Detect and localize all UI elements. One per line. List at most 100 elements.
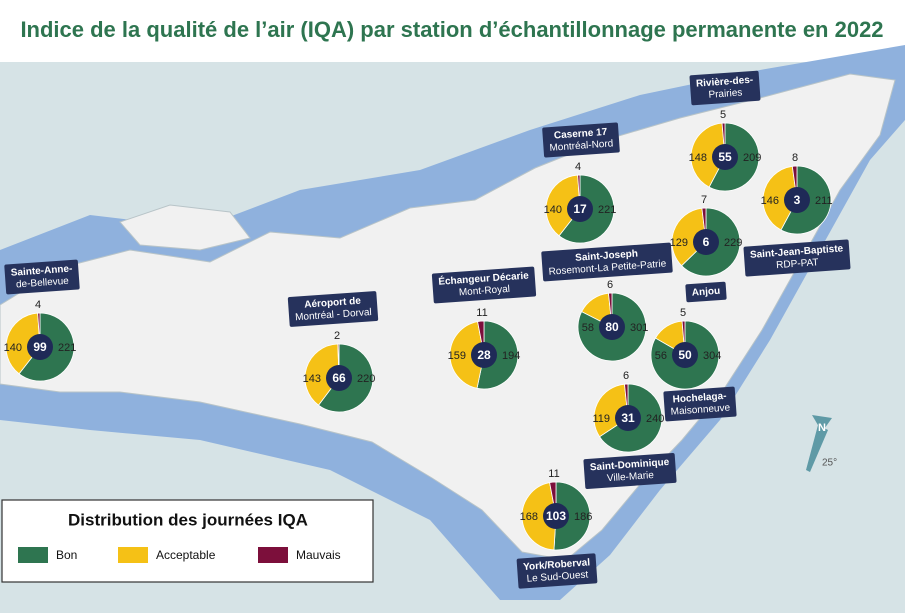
mauvais-label: 2 (334, 330, 340, 342)
mauvais-label: 6 (607, 279, 613, 291)
station: 50 304 56 5 Hochelaga-Maisonneuve (650, 307, 737, 422)
mauvais-label: 11 (476, 307, 487, 319)
bon-label: 301 (630, 322, 648, 334)
pie-slice (449, 321, 485, 389)
station: 55 209 148 5 Rivière-des-Prairies (689, 70, 761, 192)
compass-arrow (806, 425, 828, 472)
pie-center (693, 229, 719, 255)
station-label-line: Sainte-Anne- (10, 264, 72, 279)
mauvais-label: 5 (720, 109, 726, 121)
acceptable-label: 140 (544, 204, 562, 216)
pie-slice (304, 343, 340, 406)
station-label-line: Rivière-des- (696, 75, 754, 90)
station-id: 50 (678, 348, 692, 362)
station-label: Sainte-Anne-de-Bellevue (4, 259, 80, 295)
pie-slice (521, 482, 557, 551)
pie-slice (476, 320, 519, 390)
station-id: 17 (573, 202, 587, 216)
station-id: 3 (794, 193, 801, 207)
acceptable-label: 119 (592, 413, 610, 425)
mauvais-label: 11 (548, 468, 559, 480)
pie-center (712, 144, 738, 170)
acceptable-label: 146 (761, 195, 779, 207)
station-id: 55 (718, 150, 732, 164)
station-label-line: Le Sud-Ouest (526, 569, 589, 584)
pie-slice (545, 174, 581, 237)
legend-box (1, 499, 374, 583)
acceptable-label: 159 (448, 350, 466, 362)
station-label-box (541, 242, 673, 282)
acceptable-label: 140 (4, 342, 22, 354)
pie-slice (553, 481, 591, 551)
station-label-line: RDP-PAT (776, 257, 819, 271)
station-label-box (743, 239, 851, 277)
pie-slice (671, 207, 707, 267)
title: Indice de la qualité de l’air (IQA) par … (20, 17, 883, 42)
pie-slice (5, 312, 41, 375)
mauvais-label: 8 (792, 152, 798, 164)
bon-label: 186 (574, 511, 592, 523)
mauvais-label: 5 (680, 307, 686, 319)
station-label-line: Montréal - Dorval (295, 307, 372, 323)
station-label-line: York/Roberval (523, 557, 591, 573)
pie-slice (690, 122, 726, 188)
acceptable-label: 129 (670, 237, 688, 249)
station-id: 28 (477, 348, 491, 362)
station-label-box (4, 259, 80, 295)
pie-slice (762, 165, 798, 231)
legend-label: Bon (56, 548, 77, 562)
station-label-line: Mont-Royal (459, 284, 511, 299)
acceptable-label: 143 (303, 373, 321, 385)
station-label-line: Maisonneuve (670, 403, 731, 418)
station-label-line: Ville-Marie (607, 470, 655, 484)
station-label-box (685, 281, 727, 303)
acceptable-label: 148 (689, 152, 707, 164)
legend-title: Distribution des journées IQA (68, 510, 308, 529)
station-label: Anjou (685, 281, 727, 303)
station-label: Hochelaga-Maisonneuve (663, 386, 737, 422)
station-label-line: Montréal-Nord (549, 138, 614, 153)
mauvais-label: 7 (701, 194, 707, 206)
station: 99 221 140 4 Sainte-Anne-de-Bellevue (4, 259, 80, 382)
station: 6 229 129 7 Anjou (670, 194, 742, 303)
station-label-line: de-Bellevue (16, 276, 70, 291)
pie-center (672, 342, 698, 368)
pie-center (543, 503, 569, 529)
ile-bizard (119, 204, 251, 251)
station-label-line: Aéroport de (304, 296, 362, 311)
pie-center (471, 342, 497, 368)
bon-label: 220 (357, 373, 375, 385)
pie-center (27, 334, 53, 360)
bon-label: 229 (724, 237, 742, 249)
station-id: 99 (33, 340, 47, 354)
station-label-line: Caserne 17 (554, 127, 608, 142)
pie-center (599, 314, 625, 340)
bon-label: 209 (743, 152, 761, 164)
pie-center (615, 405, 641, 431)
station-label-box (516, 553, 598, 589)
station-label-line: Hochelaga- (672, 391, 727, 406)
station-id: 6 (703, 235, 710, 249)
mauvais-label: 4 (35, 299, 41, 311)
station-label-line: Saint-Joseph (575, 248, 638, 263)
bon-label: 240 (646, 413, 664, 425)
legend-swatch (258, 547, 288, 563)
acceptable-label: 56 (655, 350, 667, 362)
legend: Distribution des journées IQA Bon Accepta… (1, 499, 374, 583)
mauvais-label: 6 (623, 370, 629, 382)
pie-center (784, 187, 810, 213)
compass: N 25° (806, 415, 837, 472)
compass-n: N (818, 422, 826, 434)
station-label: Rivière-des-Prairies (689, 70, 761, 106)
pie-center (567, 196, 593, 222)
